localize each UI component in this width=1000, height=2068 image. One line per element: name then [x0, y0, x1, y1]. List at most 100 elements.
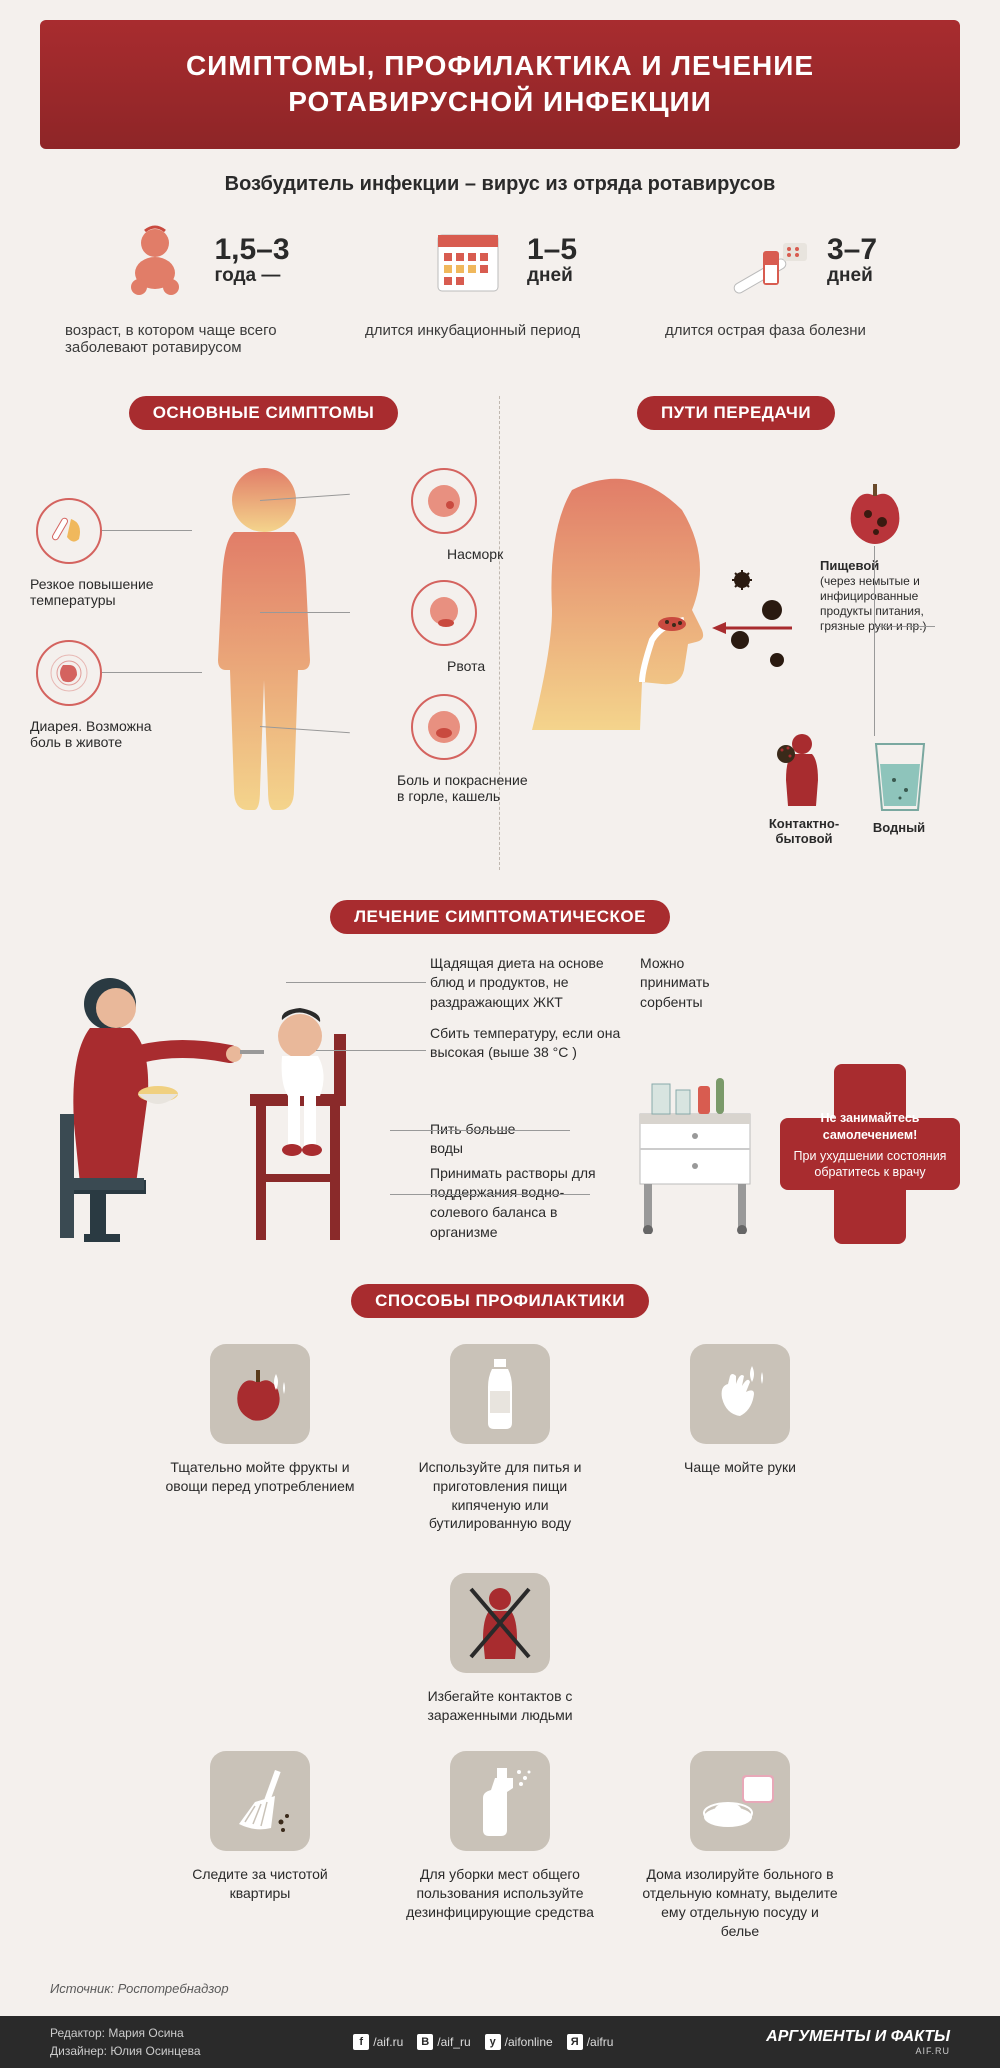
prev-text: Избегайте контактов с зараженными людьми — [400, 1687, 600, 1725]
designer-label: Дизайнер: — [50, 2044, 107, 2058]
treat-diet: Щадящая диета на основе блюд и продуктов… — [430, 954, 630, 1013]
symptom-diagram: Резкое повышение температуры Диарея. Воз… — [40, 450, 487, 870]
warning-bold: Не занимайтесь самолечением! — [790, 1110, 950, 1144]
feeding-scene-icon — [40, 954, 400, 1244]
trans-contact-title: Контактно-бытовой — [769, 816, 839, 846]
social-tw[interactable]: y/aifonline — [485, 2034, 553, 2050]
prev-broom: Следите за чистотой квартиры — [160, 1751, 360, 1941]
calendar-icon — [423, 216, 513, 306]
treat-temp: Сбить температуру, если она высокая (выш… — [430, 1024, 630, 1063]
spray-icon — [450, 1751, 550, 1851]
treat-solutions: Принимать растворы для поддержания водно… — [430, 1164, 600, 1242]
header-line1: СИМПТОМЫ, ПРОФИЛАКТИКА И ЛЕЧЕНИЕ — [60, 48, 940, 84]
treat-sorbents: Можно принимать сорбенты — [640, 954, 750, 1013]
stat-desc: возраст, в котором чаще всего заболевают… — [65, 322, 335, 356]
aif-logo-sub: AIF.RU — [766, 2046, 950, 2056]
aif-logo: АРГУМЕНТЫ И ФАКТЫ — [766, 2028, 950, 2046]
prevention-row-1: Тщательно мойте фрукты и овощи перед упо… — [50, 1344, 950, 1725]
avoid-contact-icon — [450, 1573, 550, 1673]
stats-row: 1,5–3 года — возраст, в котором чаще все… — [0, 216, 1000, 356]
isolate-icon — [690, 1751, 790, 1851]
stat-acute: 3–7 дней длится острая фаза болезни — [665, 216, 935, 356]
ok-icon: Я — [567, 2034, 583, 2050]
transmission-food: Пищевой (через немытые и инфицированные … — [820, 558, 970, 633]
transmission-badge: ПУТИ ПЕРЕДАЧИ — [637, 396, 835, 430]
transmission-column: ПУТИ ПЕРЕДАЧИ — [500, 396, 960, 870]
baby-icon — [110, 216, 200, 306]
stat-number: 1–5 — [527, 235, 577, 265]
prevention-badge: СПОСОБЫ ПРОФИЛАКТИКИ — [351, 1284, 649, 1318]
body-silhouette-icon — [194, 460, 334, 820]
treatment-section: ЛЕЧЕНИЕ СИМПТОМАТИЧЕСКОЕ — [0, 900, 1000, 1244]
wash-hands-icon — [690, 1344, 790, 1444]
apple-icon — [840, 478, 910, 548]
prev-text: Используйте для питья и приготовления пи… — [400, 1458, 600, 1534]
prev-text: Для уборки мест общего пользования испол… — [400, 1865, 600, 1922]
stomach-icon — [36, 640, 102, 706]
transmission-diagram: Пищевой (через немытые и инфицированные … — [512, 450, 960, 870]
contact-person-icon — [774, 730, 830, 810]
footer-source: Источник: Роспотребнадзор — [0, 1941, 1000, 2016]
stat-age: 1,5–3 года — возраст, в котором чаще все… — [65, 216, 335, 356]
warning-rest: При ухудшении состояния обратитесь к вра… — [794, 1149, 947, 1180]
warning-cross: Не занимайтесь самолечением! При ухудшен… — [780, 1064, 960, 1244]
social-vk[interactable]: B/aif_ru — [417, 2034, 470, 2050]
meds-icon — [723, 216, 813, 306]
prev-text: Дома изолируйте больного в отдельную ком… — [640, 1865, 840, 1941]
stat-desc: длится инкубационный период — [365, 322, 635, 339]
infographic-page: СИМПТОМЫ, ПРОФИЛАКТИКА И ЛЕЧЕНИЕ РОТАВИР… — [0, 20, 1000, 2068]
header-line2: РОТАВИРУСНОЙ ИНФЕКЦИИ — [60, 84, 940, 120]
stat-unit: дней — [527, 265, 577, 287]
trans-food-title: Пищевой — [820, 558, 879, 573]
wash-fruit-icon — [210, 1344, 310, 1444]
prev-bottle: Используйте для питья и приготовления пи… — [400, 1344, 600, 1534]
vk-icon: B — [417, 2034, 433, 2050]
transmission-water: Водный — [864, 820, 934, 835]
treatment-text-column: Щадящая диета на основе блюд и продуктов… — [430, 954, 750, 1244]
prev-wash-fruit: Тщательно мойте фрукты и овощи перед упо… — [160, 1344, 360, 1534]
prevention-row-2: Следите за чистотой квартиры Для уборки … — [50, 1751, 950, 1941]
vomit-icon — [411, 580, 477, 646]
stat-number: 1,5–3 — [214, 235, 289, 265]
facebook-icon: f — [353, 2034, 369, 2050]
editor-name: Мария Осина — [108, 2026, 183, 2040]
thermometer-icon — [36, 498, 102, 564]
broom-icon — [210, 1751, 310, 1851]
treat-water: Пить больше воды — [430, 1120, 550, 1159]
symptom-temp-label: Резкое повышение температуры — [30, 576, 160, 608]
editor-label: Редактор: — [50, 2026, 105, 2040]
symptom-diarrhea-label: Диарея. Возможна боль в животе — [30, 718, 160, 750]
stat-unit: дней — [827, 265, 877, 287]
prev-text: Чаще мойте руки — [684, 1458, 796, 1477]
stat-unit: года — — [214, 265, 289, 287]
footer-credits: Редактор: Мария Осина Дизайнер: Юлия Оси… — [50, 2024, 201, 2060]
footer-logo: АРГУМЕНТЫ И ФАКТЫ AIF.RU — [766, 2028, 950, 2056]
main-header: СИМПТОМЫ, ПРОФИЛАКТИКА И ЛЕЧЕНИЕ РОТАВИР… — [40, 20, 960, 149]
stat-incubation: 1–5 дней длится инкубационный период — [365, 216, 635, 356]
prev-isolate: Дома изолируйте больного в отдельную ком… — [640, 1751, 840, 1941]
prev-text: Тщательно мойте фрукты и овощи перед упо… — [160, 1458, 360, 1496]
bottle-icon — [450, 1344, 550, 1444]
prev-text: Следите за чистотой квартиры — [160, 1865, 360, 1903]
twitter-icon: y — [485, 2034, 501, 2050]
stat-desc: длится острая фаза болезни — [665, 322, 935, 339]
stat-number: 3–7 — [827, 235, 877, 265]
subtitle: Возбудитель инфекции – вирус из отряда р… — [0, 173, 1000, 196]
designer-name: Юлия Осинцева — [110, 2044, 200, 2058]
social-fb[interactable]: f/aif.ru — [353, 2034, 403, 2050]
symptoms-badge: ОСНОВНЫЕ СИМПТОМЫ — [129, 396, 399, 430]
water-glass-icon — [870, 740, 930, 814]
arrow-icon — [712, 618, 792, 638]
two-column-section: ОСНОВНЫЕ СИМПТОМЫ Р — [0, 396, 1000, 870]
prev-wash-hands: Чаще мойте руки — [640, 1344, 840, 1534]
medicine-table-icon — [630, 1074, 760, 1234]
social-ok[interactable]: Я/aifru — [567, 2034, 614, 2050]
prevention-section: СПОСОБЫ ПРОФИЛАКТИКИ Тщательно мойте фру… — [0, 1284, 1000, 1941]
footer-bar: Редактор: Мария Осина Дизайнер: Юлия Оси… — [0, 2016, 1000, 2068]
treatment-scene: Щадящая диета на основе блюд и продуктов… — [40, 954, 960, 1244]
transmission-contact: Контактно-бытовой — [754, 816, 854, 846]
trans-water-title: Водный — [873, 820, 925, 835]
throat-icon — [411, 694, 477, 760]
footer-social: f/aif.ru B/aif_ru y/aifonline Я/aifru — [353, 2034, 613, 2050]
head-silhouette-icon — [512, 470, 742, 750]
